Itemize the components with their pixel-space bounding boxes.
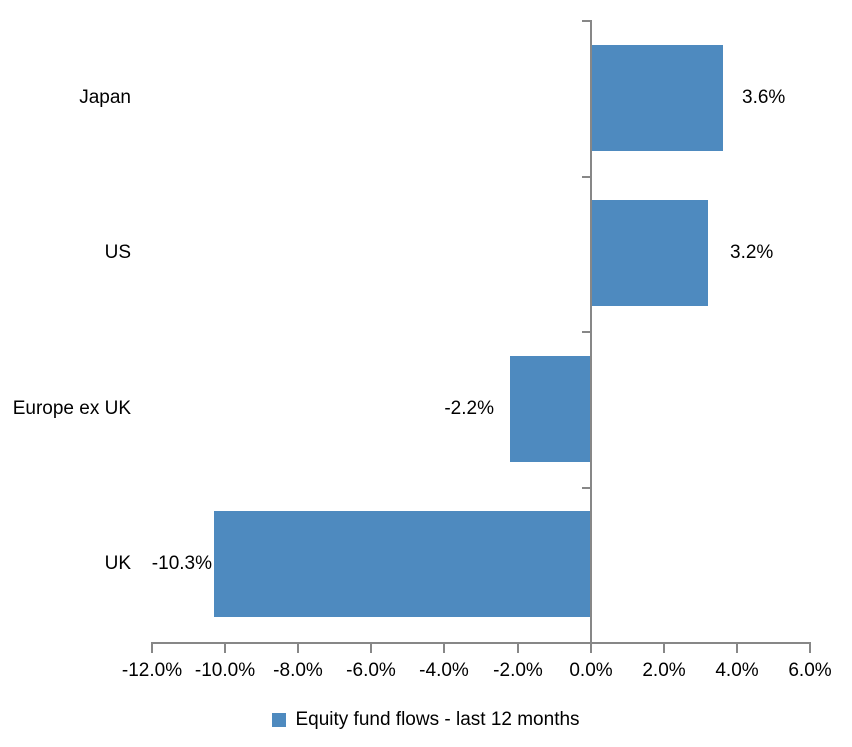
x-tick-label: 4.0% (715, 660, 759, 681)
category-axis-tick (582, 487, 590, 489)
x-tick-label: 0.0% (569, 660, 613, 681)
x-axis-tick (663, 642, 665, 653)
x-tick-label: -8.0% (273, 660, 323, 681)
x-axis-tick (809, 642, 811, 653)
category-label-us: US (104, 242, 131, 264)
x-tick-label: -2.0% (493, 660, 543, 681)
bar-japan (591, 45, 723, 151)
legend-swatch-icon (272, 713, 287, 727)
zero-axis-line (590, 20, 592, 653)
legend-label: Equity fund flows - last 12 months (295, 709, 580, 730)
x-axis-line (151, 642, 811, 644)
x-axis-tick (370, 642, 372, 653)
x-tick-label: -4.0% (419, 660, 469, 681)
category-axis-tick (582, 20, 590, 22)
data-label-uk: -10.3% (151, 553, 212, 575)
x-axis-tick (736, 642, 738, 653)
data-label-japan: 3.6% (742, 87, 786, 109)
x-axis-tick (517, 642, 519, 653)
x-tick-label: -10.0% (194, 660, 256, 681)
x-axis-tick (224, 642, 226, 653)
category-label-uk: UK (104, 553, 131, 575)
x-tick-label: 6.0% (788, 660, 832, 681)
legend: Equity fund flows - last 12 months (0, 704, 852, 736)
category-label-europe-ex-uk: Europe ex UK (12, 398, 131, 420)
x-axis-tick (151, 642, 153, 653)
x-axis-tick (443, 642, 445, 653)
x-tick-label: 2.0% (642, 660, 686, 681)
category-axis-tick (582, 176, 590, 178)
category-label-japan: Japan (79, 87, 131, 109)
data-label-us: 3.2% (730, 242, 774, 264)
bar-us (591, 200, 708, 306)
category-axis-tick (582, 331, 590, 333)
bar-uk (214, 511, 591, 617)
data-label-europe-ex-uk: -2.2% (444, 398, 494, 420)
x-tick-label: -6.0% (346, 660, 396, 681)
x-tick-label: -12.0% (121, 660, 183, 681)
x-axis-tick (297, 642, 299, 653)
bar-europe-ex-uk (510, 356, 590, 462)
